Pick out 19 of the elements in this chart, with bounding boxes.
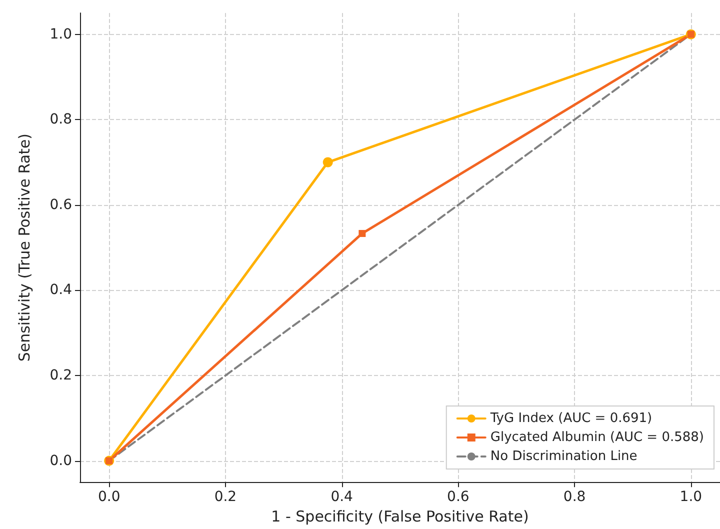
point <box>322 157 333 168</box>
y-tick-label: 0.2 <box>50 367 72 384</box>
y-tick-label: 0.6 <box>50 196 72 213</box>
legend-label: Glycated Albumin (AUC = 0.588) <box>490 430 704 445</box>
legend-label: TyG Index (AUC = 0.691) <box>489 411 652 426</box>
y-tick-label: 0.0 <box>50 452 72 469</box>
x-tick-label: 1.0 <box>680 489 702 506</box>
y-tick-label: 1.0 <box>50 26 72 42</box>
y-axis-title: Sensitivity (True Positive Rate) <box>16 133 34 362</box>
x-tick-label: 0.8 <box>563 489 586 506</box>
x-tick-label: 0.6 <box>447 489 470 506</box>
x-axis-title: 1 - Specificity (False Positive Rate) <box>271 508 529 526</box>
x-tick-label: 0.0 <box>98 489 120 506</box>
y-tick-label: 0.8 <box>50 112 72 128</box>
x-tick-label: 0.4 <box>330 489 354 506</box>
point <box>358 230 366 237</box>
legend-label: No Discrimination Line <box>490 449 638 464</box>
y-tick-label: 0.4 <box>50 282 72 298</box>
x-tick-label: 0.2 <box>214 489 237 506</box>
